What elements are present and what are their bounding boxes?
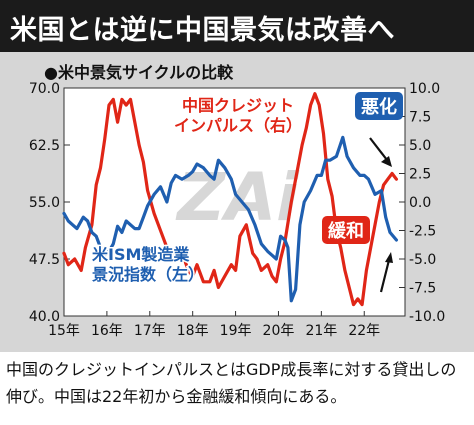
x-tick-label: 16年 xyxy=(91,323,123,339)
chart: ●米中景気サイクルの比較 ZAi 70.062.555.047.540.010.… xyxy=(29,63,445,339)
china-credit-impulse-label: 中国クレジットインパルス（右） xyxy=(174,96,302,135)
left-tick-label: 47.5 xyxy=(29,252,60,268)
worsen-badge xyxy=(355,92,403,120)
x-tick-label: 20年 xyxy=(263,323,295,339)
china-credit-impulse-line xyxy=(62,92,398,307)
series-lines xyxy=(62,92,398,307)
series-labels: 中国クレジットインパルス（右） 米ISM製造業景況指数（左） xyxy=(91,95,304,286)
right-tick-label: 5.0 xyxy=(409,138,431,154)
right-tick-label: -10.0 xyxy=(409,309,445,325)
x-tick-label: 19年 xyxy=(220,323,252,339)
headline-title: 米国とは逆に中国景気は改善へ xyxy=(10,15,395,46)
worsen-arrow-shaft xyxy=(369,137,388,161)
worsen-label: 悪化 xyxy=(361,96,397,118)
ease-arrow-head xyxy=(385,252,393,263)
right-tick-label: -2.5 xyxy=(409,224,436,240)
right-tick-label: 7.5 xyxy=(409,110,431,126)
right-tick-label: -7.5 xyxy=(409,281,436,297)
china-credit-impulse-label-line: 中国クレジット xyxy=(182,96,294,115)
x-tick-label: 17年 xyxy=(134,323,166,339)
headline-bar: 米国とは逆に中国景気は改善へ xyxy=(0,0,474,52)
right-tick-label: 2.5 xyxy=(409,167,431,183)
ease-badge xyxy=(322,216,370,244)
left-tick-label: 55.0 xyxy=(29,195,60,211)
us-ism-label-line: 米ISM製造業 xyxy=(92,245,190,264)
caption: 中国のクレジットインパルスとはGDP成長率に対する貸出しの伸び。中国は22年初か… xyxy=(6,360,457,406)
x-tick-label: 15年 xyxy=(48,323,80,339)
left-tick-label: 40.0 xyxy=(29,309,60,325)
right-tick-label: 0.0 xyxy=(409,195,431,211)
right-tick-label: -5.0 xyxy=(409,252,436,268)
x-tick-label: 18年 xyxy=(177,323,209,339)
left-tick-label: 62.5 xyxy=(29,138,60,154)
x-tick-label: 22年 xyxy=(348,323,380,339)
china-credit-impulse-label-line: インパルス（右） xyxy=(174,116,302,135)
us-ism-line xyxy=(62,135,398,303)
x-tick-label: 21年 xyxy=(305,323,337,339)
axis-ticks: 70.0 62.5 55.0 47.5 40.0 10.0 7.5 5.0 2.5 0.0 -2.5… xyxy=(29,81,445,339)
ease-label: 緩和 xyxy=(328,220,364,242)
ease-arrow-shaft xyxy=(379,259,391,293)
chart-panel: ●米中景気サイクルの比較 ZAi 70.0 62.5 55.0 47.5 40.0 10.… xyxy=(0,52,474,352)
worsen-arrow-head xyxy=(381,156,392,167)
chart-title: ●米中景気サイクルの比較 xyxy=(44,63,234,82)
right-tick-label: 10.0 xyxy=(409,81,440,97)
left-tick-label: 70.0 xyxy=(29,81,60,97)
us-ism-label: 米ISM製造業景況指数（左） xyxy=(92,245,204,284)
us-ism-label-line: 景況指数（左） xyxy=(92,265,204,284)
